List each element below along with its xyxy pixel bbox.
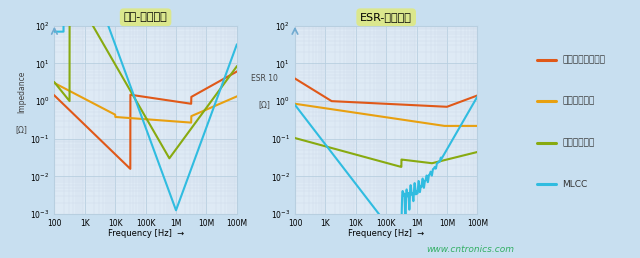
X-axis label: Frequency [Hz]  →: Frequency [Hz] →: [348, 229, 424, 238]
Text: MLCC: MLCC: [562, 180, 588, 189]
Text: 钽电解电容器: 钽电解电容器: [562, 97, 595, 106]
Text: Impedance: Impedance: [17, 70, 26, 113]
Text: 功能性高分子: 功能性高分子: [562, 138, 595, 147]
Text: ESR 10: ESR 10: [250, 74, 277, 83]
X-axis label: Frequency [Hz]  →: Frequency [Hz] →: [108, 229, 184, 238]
Text: [Ω]: [Ω]: [258, 100, 270, 109]
Text: 普通铝电解电容器: 普通铝电解电容器: [562, 55, 605, 64]
Text: www.cntronics.com: www.cntronics.com: [426, 245, 515, 254]
Title: 阻抗-频率特性: 阻抗-频率特性: [124, 12, 168, 22]
Title: ESR-频率特性: ESR-频率特性: [360, 12, 412, 22]
Text: [Ω]: [Ω]: [15, 125, 28, 134]
